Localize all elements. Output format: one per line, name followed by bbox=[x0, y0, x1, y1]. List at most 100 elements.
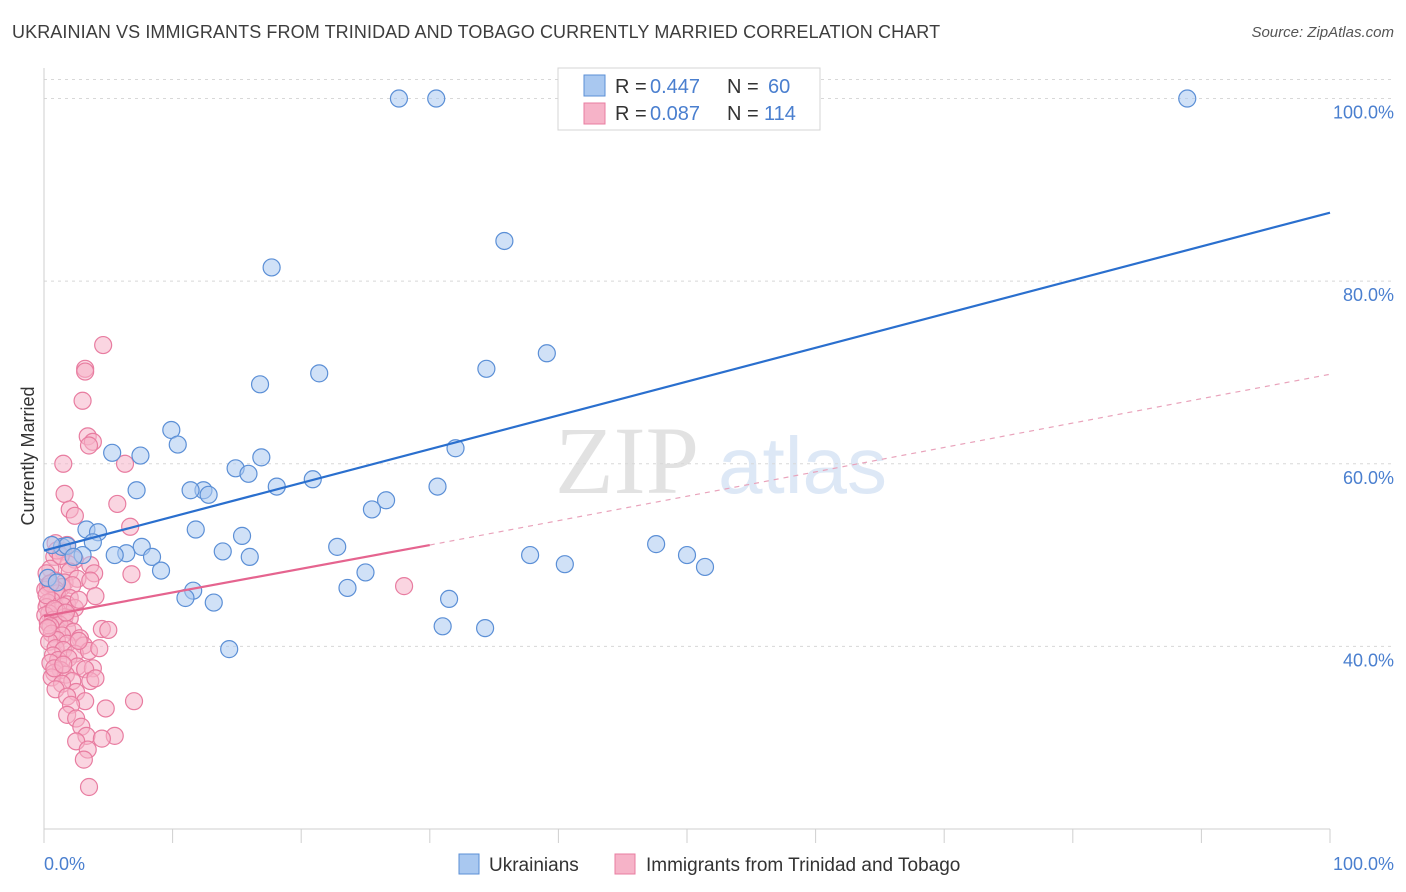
trendlines bbox=[43, 211, 1331, 618]
legend-r-value-2: 0.087 bbox=[650, 103, 700, 125]
trinidad-point-89 bbox=[124, 692, 144, 711]
ukrainians-point-41 bbox=[142, 547, 162, 566]
ukrainians-point-12 bbox=[103, 443, 122, 462]
ukrainians-point-22 bbox=[181, 481, 200, 500]
y-tick-label-60: 60.0% bbox=[1343, 468, 1394, 488]
series-ukrainians-points bbox=[38, 89, 1197, 659]
series-trinidad-points bbox=[36, 335, 414, 797]
bottom-legend-swatch-trinidad bbox=[614, 853, 636, 875]
ukrainians-point-45 bbox=[64, 547, 83, 566]
trendline-trinidad-extension bbox=[429, 373, 1331, 546]
trinidad-point-101 bbox=[79, 777, 99, 797]
watermark-zip: ZIP bbox=[555, 407, 699, 514]
ukrainians-point-24 bbox=[199, 485, 218, 504]
trinidad-point-113 bbox=[86, 669, 105, 688]
trinidad-point-2 bbox=[76, 362, 95, 381]
ukrainians-point-32 bbox=[328, 537, 347, 556]
trinidad-point-100 bbox=[74, 750, 93, 769]
trinidad-point-7 bbox=[54, 454, 73, 473]
trinidad-point-38 bbox=[86, 587, 105, 606]
y-tick-labels: 40.0% 60.0% 80.0% 100.0% bbox=[1333, 103, 1394, 671]
trinidad-point-103 bbox=[69, 590, 88, 609]
trinidad-point-59 bbox=[99, 620, 118, 640]
bottom-legend: Ukrainians Immigrants from Trinidad and … bbox=[458, 853, 960, 876]
trinidad-point-69 bbox=[90, 639, 109, 658]
ukrainians-point-26 bbox=[186, 520, 205, 539]
y-tick-label-80: 80.0% bbox=[1343, 285, 1394, 305]
legend-swatch-trinidad bbox=[583, 102, 606, 125]
ukrainians-point-2 bbox=[1178, 89, 1197, 108]
trinidad-point-90 bbox=[96, 699, 115, 718]
source-label: Source: ZipAtlas.com bbox=[1251, 24, 1394, 41]
ukrainians-point-13 bbox=[252, 448, 271, 467]
bottom-legend-label-trinidad: Immigrants from Trinidad and Tobago bbox=[646, 855, 960, 876]
trinidad-point-111 bbox=[69, 631, 88, 651]
ukrainians-point-0 bbox=[389, 89, 409, 108]
trinidad-point-102 bbox=[394, 577, 414, 596]
ukrainians-point-19 bbox=[267, 477, 286, 496]
x-ticks bbox=[43, 829, 1331, 843]
trinidad-point-112 bbox=[54, 655, 73, 674]
ukrainians-point-7 bbox=[310, 364, 329, 383]
ukrainians-point-23 bbox=[127, 481, 146, 500]
ukrainians-point-55 bbox=[439, 589, 459, 609]
trendline-ukrainians bbox=[43, 211, 1331, 552]
trinidad-point-25 bbox=[122, 565, 141, 584]
ukrainians-point-10 bbox=[168, 435, 187, 454]
ukrainians-point-25 bbox=[362, 500, 382, 519]
ukrainians-point-56 bbox=[204, 593, 223, 612]
ukrainians-point-59 bbox=[433, 617, 452, 636]
ukrainians-point-1 bbox=[427, 89, 446, 108]
ukrainians-point-58 bbox=[220, 640, 239, 659]
x-tick-label-max: 100.0% bbox=[1333, 854, 1394, 874]
ukrainians-point-20 bbox=[428, 477, 447, 496]
ukrainians-point-8 bbox=[250, 375, 270, 394]
y-axis-label: Currently Married bbox=[18, 386, 38, 525]
ukrainians-point-36 bbox=[213, 542, 232, 561]
y-tick-label-40: 40.0% bbox=[1343, 650, 1394, 670]
trinidad-point-3 bbox=[73, 391, 92, 410]
ukrainians-point-49 bbox=[356, 563, 375, 582]
legend-swatch-ukrainians bbox=[583, 74, 606, 97]
ukrainians-point-51 bbox=[47, 573, 66, 592]
ukrainians-point-43 bbox=[521, 545, 540, 565]
ukrainians-point-42 bbox=[240, 547, 259, 566]
legend-r-value-1: 0.447 bbox=[650, 76, 700, 98]
legend-n-value-2: 114 bbox=[764, 103, 796, 125]
trinidad-point-110 bbox=[38, 619, 57, 638]
ukrainians-point-52 bbox=[338, 578, 357, 598]
trinidad-point-6 bbox=[79, 436, 99, 455]
ukrainians-point-3 bbox=[495, 231, 514, 251]
trinidad-point-0 bbox=[94, 335, 113, 355]
bottom-legend-label-ukrainians: Ukrainians bbox=[489, 855, 579, 876]
legend-n-label-1: N = bbox=[727, 76, 759, 98]
chart-title: UKRAINIAN VS IMMIGRANTS FROM TRINIDAD AN… bbox=[12, 22, 941, 42]
trinidad-point-98 bbox=[92, 729, 111, 748]
ukrainians-point-17 bbox=[239, 464, 258, 483]
y-tick-label-100: 100.0% bbox=[1333, 103, 1394, 123]
ukrainians-point-46 bbox=[555, 555, 574, 574]
trinidad-point-10 bbox=[108, 494, 127, 514]
x-tick-label-min: 0.0% bbox=[44, 854, 85, 874]
legend-box: R = 0.447 N = 60 R = 0.087 N = 114 bbox=[557, 67, 821, 131]
ukrainians-point-4 bbox=[262, 258, 281, 277]
legend-n-label-2: N = bbox=[727, 103, 759, 125]
ukrainians-point-57 bbox=[475, 619, 495, 638]
trinidad-point-12 bbox=[65, 506, 84, 525]
bottom-legend-swatch-ukrainians bbox=[458, 853, 480, 875]
ukrainians-point-40 bbox=[647, 535, 666, 554]
ukrainians-point-48 bbox=[151, 561, 171, 580]
ukrainians-point-11 bbox=[131, 446, 150, 465]
watermark-atlas: atlas bbox=[718, 421, 887, 510]
trinidad-point-9 bbox=[55, 484, 74, 503]
ukrainians-point-21 bbox=[376, 491, 396, 510]
ukrainians-point-5 bbox=[537, 344, 556, 363]
trendline-trinidad bbox=[43, 543, 430, 618]
legend-r-label-1: R = bbox=[615, 76, 647, 98]
ukrainians-point-44 bbox=[677, 545, 697, 565]
legend-r-label-2: R = bbox=[615, 103, 647, 125]
trinidad-point-8 bbox=[115, 454, 135, 473]
trinidad-point-31 bbox=[81, 571, 100, 590]
legend-n-value-1: 60 bbox=[768, 76, 790, 98]
